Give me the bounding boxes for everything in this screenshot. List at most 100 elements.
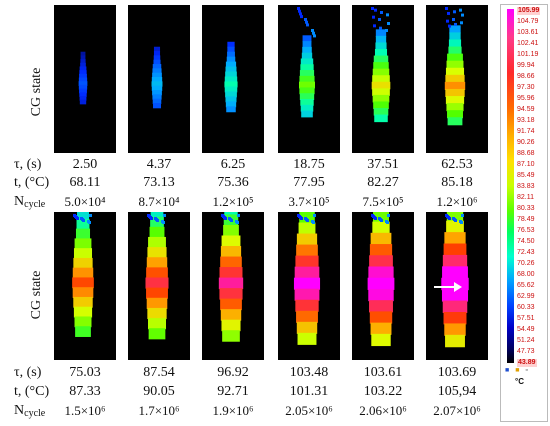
- thermal-band: [148, 236, 166, 249]
- thermal-band: [296, 244, 318, 257]
- thermal-band: [369, 255, 393, 268]
- thermal-speckle: [297, 7, 300, 10]
- thermal-band: [219, 288, 243, 300]
- thermal-band: [151, 77, 163, 83]
- thermal-band: [226, 106, 236, 113]
- thermal-speckle: [387, 22, 390, 26]
- thermal-speckle: [454, 22, 457, 26]
- thermal-speckle: [76, 217, 79, 220]
- thermal-speckle: [88, 221, 91, 224]
- thermal-band: [218, 277, 244, 290]
- thermal-image: [278, 212, 340, 360]
- temp-value: 77.95: [293, 175, 325, 190]
- scale-tick-label: 91.74: [517, 128, 535, 135]
- thermal-band: [152, 94, 162, 100]
- thermal-speckle: [460, 21, 463, 25]
- scale-tick-label: 103.61: [517, 29, 539, 36]
- ncycle-value: 8.7×10⁴: [138, 194, 180, 209]
- thermal-band: [152, 68, 162, 74]
- tau-value: 6.25: [220, 157, 246, 172]
- thermal-band: [445, 74, 465, 83]
- temp-label-top: t, (°C): [14, 175, 50, 190]
- thermal-speckle: [163, 214, 166, 217]
- ncycle-value: 1.7×10⁶: [138, 403, 180, 418]
- thermal-image: [278, 5, 340, 153]
- thermal-band: [153, 51, 161, 57]
- thermal-band: [150, 216, 164, 228]
- thermal-speckle: [448, 217, 451, 220]
- thermal-speckle: [459, 8, 462, 12]
- thermal-band: [445, 67, 465, 76]
- ncycle-label-top: Ncycle: [14, 194, 45, 210]
- thermal-band: [375, 29, 387, 37]
- scale-tick-label: 82.11: [517, 194, 534, 201]
- thermal-speckle: [445, 7, 448, 10]
- scale-tick-label: 90.26: [517, 139, 535, 146]
- thermal-speckle: [461, 214, 464, 217]
- thermal-band: [147, 307, 167, 320]
- thermal-band: [375, 42, 387, 51]
- thermal-specimen: [367, 212, 395, 347]
- thermal-specimen: [371, 7, 391, 123]
- thermal-band: [76, 212, 90, 220]
- thermal-band: [300, 104, 314, 112]
- color-scale-bar: [507, 9, 514, 363]
- row-label-top: CG state: [29, 67, 44, 117]
- thermal-band: [152, 64, 162, 70]
- thermal-band: [78, 81, 88, 86]
- thermal-speckle: [89, 214, 92, 217]
- thermal-band: [221, 235, 241, 248]
- thermal-band: [221, 319, 241, 332]
- thermal-band: [227, 46, 235, 53]
- ncycle-value: 1.2×10⁶: [436, 194, 478, 209]
- thermal-band: [220, 298, 242, 311]
- scale-tick-label: 72.43: [517, 249, 535, 256]
- thermal-band: [373, 101, 389, 110]
- thermal-speckle: [387, 214, 390, 217]
- scale-tick-label: 85.49: [517, 172, 535, 179]
- thermal-band: [374, 49, 388, 57]
- thermal-band: [302, 35, 312, 43]
- scale-tick-label: 87.10: [517, 161, 535, 168]
- thermal-band: [444, 232, 466, 245]
- ncycle-label-sub: cycle: [24, 199, 46, 210]
- thermal-speckle: [371, 7, 374, 10]
- tau-value: 62.53: [441, 157, 473, 172]
- thermal-band: [152, 89, 162, 96]
- thermal-band: [147, 247, 167, 259]
- temp-value: 92.71: [217, 384, 249, 399]
- thermal-band: [72, 267, 94, 279]
- thermal-band: [75, 228, 91, 240]
- thermal-speckle: [448, 24, 451, 28]
- thermal-band: [372, 94, 390, 103]
- thermal-band: [80, 55, 86, 61]
- thermal-band: [74, 316, 92, 328]
- thermal-image: [202, 212, 264, 360]
- thermal-speckle: [304, 18, 307, 21]
- scale-tick-label: 43.89: [517, 359, 537, 367]
- temp-value: 103.22: [363, 384, 403, 399]
- thermal-band: [222, 330, 240, 342]
- thermal-band: [295, 255, 319, 268]
- thermal-speckle: [386, 13, 389, 17]
- thermal-speckle: [306, 23, 309, 27]
- thermal-image: [352, 5, 414, 153]
- thermal-band: [301, 110, 313, 118]
- ncycle-value: 1.5×10⁶: [64, 403, 106, 418]
- thermal-speckle: [236, 221, 239, 224]
- thermal-band: [146, 297, 168, 309]
- scale-tick-label: 70.26: [517, 260, 535, 267]
- thermal-band: [371, 333, 391, 347]
- temp-value: 87.33: [69, 384, 101, 399]
- ncycle-value: 3.7×10⁵: [288, 194, 330, 209]
- scale-tick-label: 97.30: [517, 84, 535, 91]
- tau-value: 103.48: [289, 365, 329, 380]
- ncycle-label-bottom: Ncycle: [14, 403, 45, 419]
- thermal-speckle: [374, 8, 377, 12]
- ncycle-label-text: N: [14, 194, 25, 209]
- thermal-band: [299, 87, 315, 95]
- thermal-speckle: [379, 26, 382, 30]
- thermal-band: [80, 59, 86, 64]
- thermal-band: [302, 41, 312, 48]
- thermal-band: [443, 312, 467, 325]
